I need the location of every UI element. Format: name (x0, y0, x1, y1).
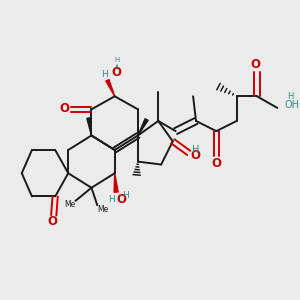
Text: Me: Me (64, 200, 75, 209)
Text: O: O (250, 58, 260, 71)
Polygon shape (87, 118, 92, 136)
Text: H: H (122, 190, 129, 200)
Text: H: H (287, 92, 294, 101)
Text: OH: OH (285, 100, 300, 110)
Text: O: O (190, 149, 200, 162)
Text: O: O (211, 157, 221, 169)
Text: Me: Me (98, 205, 109, 214)
Text: H: H (101, 70, 108, 79)
Polygon shape (114, 173, 118, 192)
Text: O: O (47, 215, 57, 228)
Text: H: H (192, 145, 200, 155)
Text: O: O (60, 102, 70, 115)
Text: H: H (108, 195, 115, 204)
Text: H: H (114, 57, 120, 63)
Text: O: O (116, 193, 126, 206)
Polygon shape (138, 119, 148, 136)
Polygon shape (106, 80, 115, 96)
Text: O: O (111, 66, 121, 79)
